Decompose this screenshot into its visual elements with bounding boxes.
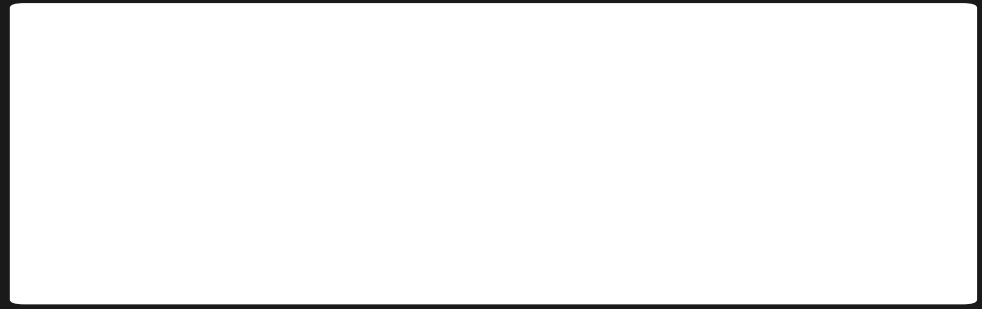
Text: sinusoid per period. Call this function: sinusoid per period. Call this function bbox=[50, 189, 320, 203]
Text: [xx0,tt0] = onecos([2],  [5*exp(j*pi/4)], 2, -1);: [xx0,tt0] = onecos([2], [5*exp(j*pi/4)],… bbox=[65, 277, 494, 291]
Text: X: X bbox=[267, 96, 278, 110]
Text: M-file to Generate One Sinusoid: M-file to Generate One Sinusoid bbox=[97, 26, 371, 41]
Text: dur: dur bbox=[406, 96, 433, 110]
Text: ), duration (: ), duration ( bbox=[317, 96, 410, 110]
Text: should return two output vectors: the values of the sinusoidal signal (x) and co: should return two output vectors: the va… bbox=[50, 127, 782, 141]
Text: frequency (: frequency ( bbox=[50, 96, 136, 110]
Text: Write a function that will generate a: Write a function that will generate a bbox=[50, 65, 311, 79]
Text: f: f bbox=[121, 96, 126, 110]
Text: ), complex amplitude (: ), complex amplitude ( bbox=[127, 96, 297, 110]
Text: = A e: = A e bbox=[273, 96, 317, 110]
Text: tstart: tstart bbox=[560, 96, 610, 110]
Text: onecos ( ): onecos ( ) bbox=[285, 189, 367, 203]
Text: goodcos ( ): goodcos ( ) bbox=[414, 189, 506, 203]
Text: point.: point. bbox=[50, 220, 90, 234]
Text: from the Warm-Up as a starting: from the Warm-Up as a starting bbox=[480, 189, 708, 203]
Text: ). The function: ). The function bbox=[596, 96, 704, 110]
Text: jφ: jφ bbox=[308, 91, 318, 101]
Text: % (freq in Hz): % (freq in Hz) bbox=[433, 277, 549, 291]
Text: which the sinusoid values are known. Make sure that the function generates exact: which the sinusoid values are known. Mak… bbox=[50, 158, 769, 172]
Text: Plot the result from the following call to test your function.: Plot the result from the following call … bbox=[50, 246, 466, 260]
Text: Hint: use: Hint: use bbox=[355, 189, 423, 203]
Text: sinusoid, x(t) = A cos(2π‪ft + φ), by using four input arguments:: sinusoid, x(t) = A cos(2π‪ft + φ), by us… bbox=[311, 65, 765, 79]
Text: ) and starting time (: ) and starting time ( bbox=[424, 96, 576, 110]
Text: .: . bbox=[344, 189, 353, 203]
Text: single: single bbox=[273, 65, 320, 79]
